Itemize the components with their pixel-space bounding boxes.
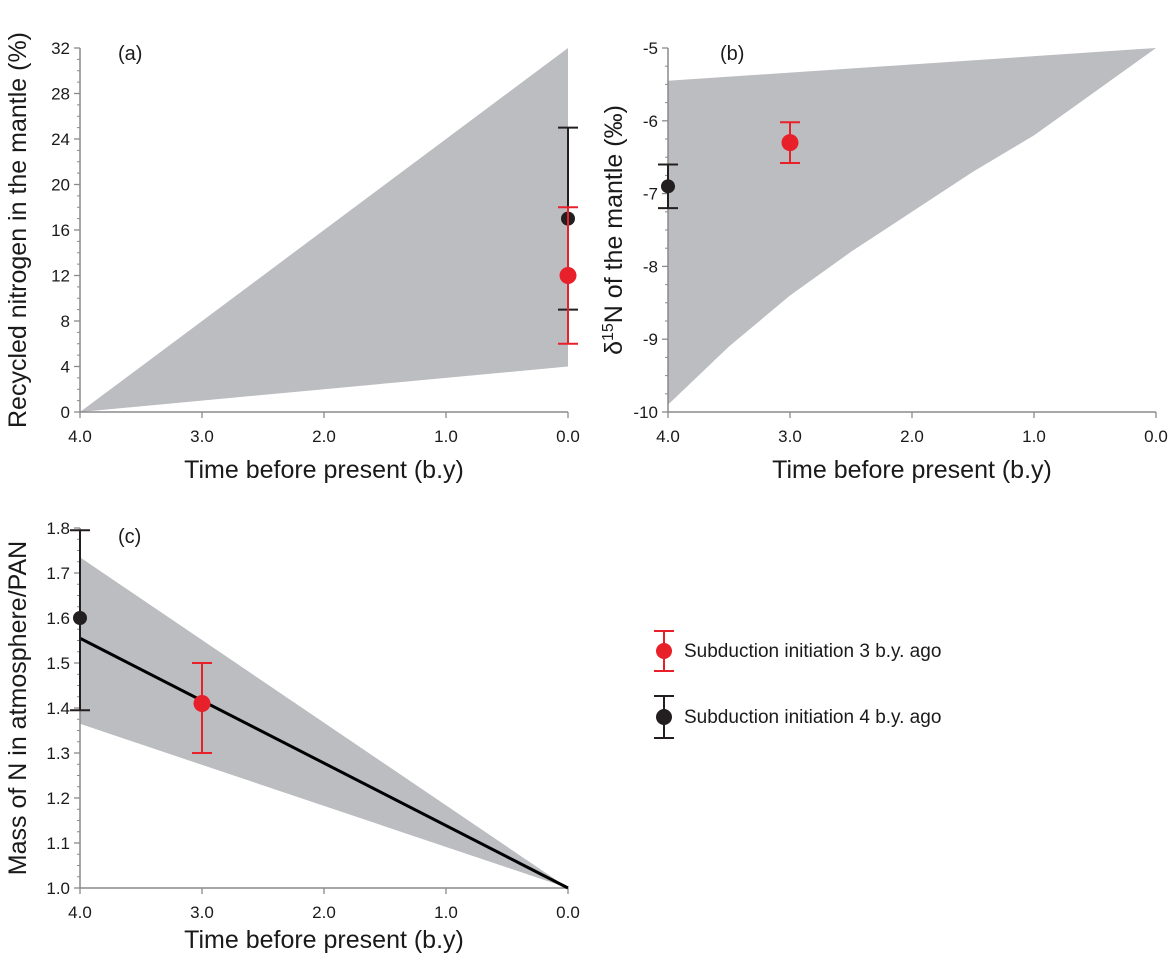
panel-b-label: (b): [720, 43, 744, 65]
panel-c-x-tick-label: 0.0: [556, 903, 580, 922]
panel-c-point-4by: [73, 611, 87, 625]
panel-b-x-label: Time before present (b.y): [772, 456, 1052, 484]
panel-b-y-label: δ15N of the mantle (‰): [600, 105, 628, 355]
panel-c-x-tick-label: 3.0: [190, 903, 214, 922]
legend-item-3by: Subduction initiation 3 b.y. ago: [654, 630, 941, 672]
panel-a-x-tick-label: 2.0: [312, 427, 336, 446]
panel-b: (b) Time before present (b.y) δ15N of th…: [600, 39, 1168, 484]
panel-c-y-label: Mass of N in atmosphere/PAN: [4, 541, 32, 875]
panel-b-y-tick-label: -10: [633, 403, 658, 422]
legend: Subduction initiation 3 b.y. ago Subduct…: [654, 630, 941, 739]
panel-c: (c) Time before present (b.y) Mass of N …: [4, 519, 580, 954]
panel-b-y-label-prefix: δ: [600, 341, 628, 355]
legend-marker-3by: [656, 643, 672, 659]
panel-a-y-tick-label: 4: [61, 358, 70, 377]
legend-label-3by: Subduction initiation 3 b.y. ago: [684, 641, 941, 662]
panel-b-y-tick-label: -5: [643, 39, 658, 58]
panel-c-band: [80, 557, 568, 888]
panel-b-x-tick-label: 4.0: [656, 427, 680, 446]
panel-c-y-tick-label: 1.3: [46, 744, 70, 763]
panel-a-y-tick-label: 8: [61, 312, 70, 331]
panel-a-y-tick-label: 24: [51, 130, 70, 149]
panel-a-label: (a): [118, 43, 142, 65]
panel-b-point-3by: [781, 134, 799, 152]
panel-a-y-tick-label: 12: [51, 267, 70, 286]
panel-b-x-tick-label: 2.0: [900, 427, 924, 446]
panel-c-y-tick-label: 1.5: [46, 654, 70, 673]
panel-c-y-tick-label: 1.2: [46, 789, 70, 808]
panel-a-y-label: Recycled nitrogen in the mantle (%): [4, 32, 32, 428]
panel-c-trend-line: [79, 636, 569, 890]
panel-c-y-tick-label: 1.0: [46, 879, 70, 898]
panel-a-y-tick-label: 20: [51, 176, 70, 195]
panel-c-label: (c): [118, 526, 141, 548]
panel-c-point-3by: [193, 695, 211, 712]
panel-c-x-tick-label: 2.0: [312, 903, 336, 922]
panel-b-band: [668, 48, 1156, 405]
panel-c-y-tick-label: 1.7: [46, 564, 70, 583]
panel-b-point-4by: [661, 179, 675, 194]
panel-a: (a) Time before present (b.y) Recycled n…: [4, 32, 580, 484]
panel-b-x-tick-label: 1.0: [1022, 427, 1046, 446]
panel-c-y-tick-label: 1.1: [46, 834, 70, 853]
panel-a-y-tick-label: 28: [51, 85, 70, 104]
legend-marker-4by: [656, 709, 672, 725]
panel-a-x-tick-label: 1.0: [434, 427, 458, 446]
panel-b-y-tick-label: -7: [643, 185, 658, 204]
panel-c-x-tick-label: 1.0: [434, 903, 458, 922]
panel-a-y-tick-label: 0: [61, 403, 70, 422]
panel-a-y-tick-label: 16: [51, 221, 70, 240]
panel-b-y-tick-label: -6: [643, 112, 658, 131]
panel-a-x-label: Time before present (b.y): [184, 456, 464, 484]
panel-a-band: [80, 48, 568, 412]
panel-b-x-tick-label: 3.0: [778, 427, 802, 446]
panel-c-y-tick-label: 1.6: [46, 609, 70, 628]
panel-a-x-tick-label: 0.0: [556, 427, 580, 446]
legend-label-4by: Subduction initiation 4 b.y. ago: [684, 707, 941, 728]
panel-b-y-label-sup: 15: [600, 323, 617, 341]
panel-a-y-tick-label: 32: [51, 39, 70, 58]
panel-a-x-tick-label: 4.0: [68, 427, 92, 446]
panel-c-x-tick-label: 4.0: [68, 903, 92, 922]
panel-c-x-label: Time before present (b.y): [184, 926, 464, 954]
panel-c-y-tick-label: 1.8: [46, 519, 70, 538]
panel-b-y-label-suffix: N of the mantle (‰): [600, 105, 628, 323]
panel-a-x-tick-label: 3.0: [190, 427, 214, 446]
panel-b-y-tick-label: -9: [643, 330, 658, 349]
panel-a-point-3by: [559, 267, 577, 284]
legend-item-4by: Subduction initiation 4 b.y. ago: [654, 695, 941, 739]
panel-b-y-tick-label: -8: [643, 257, 658, 276]
panel-b-x-tick-label: 0.0: [1144, 427, 1168, 446]
panel-c-y-tick-label: 1.4: [46, 699, 70, 718]
